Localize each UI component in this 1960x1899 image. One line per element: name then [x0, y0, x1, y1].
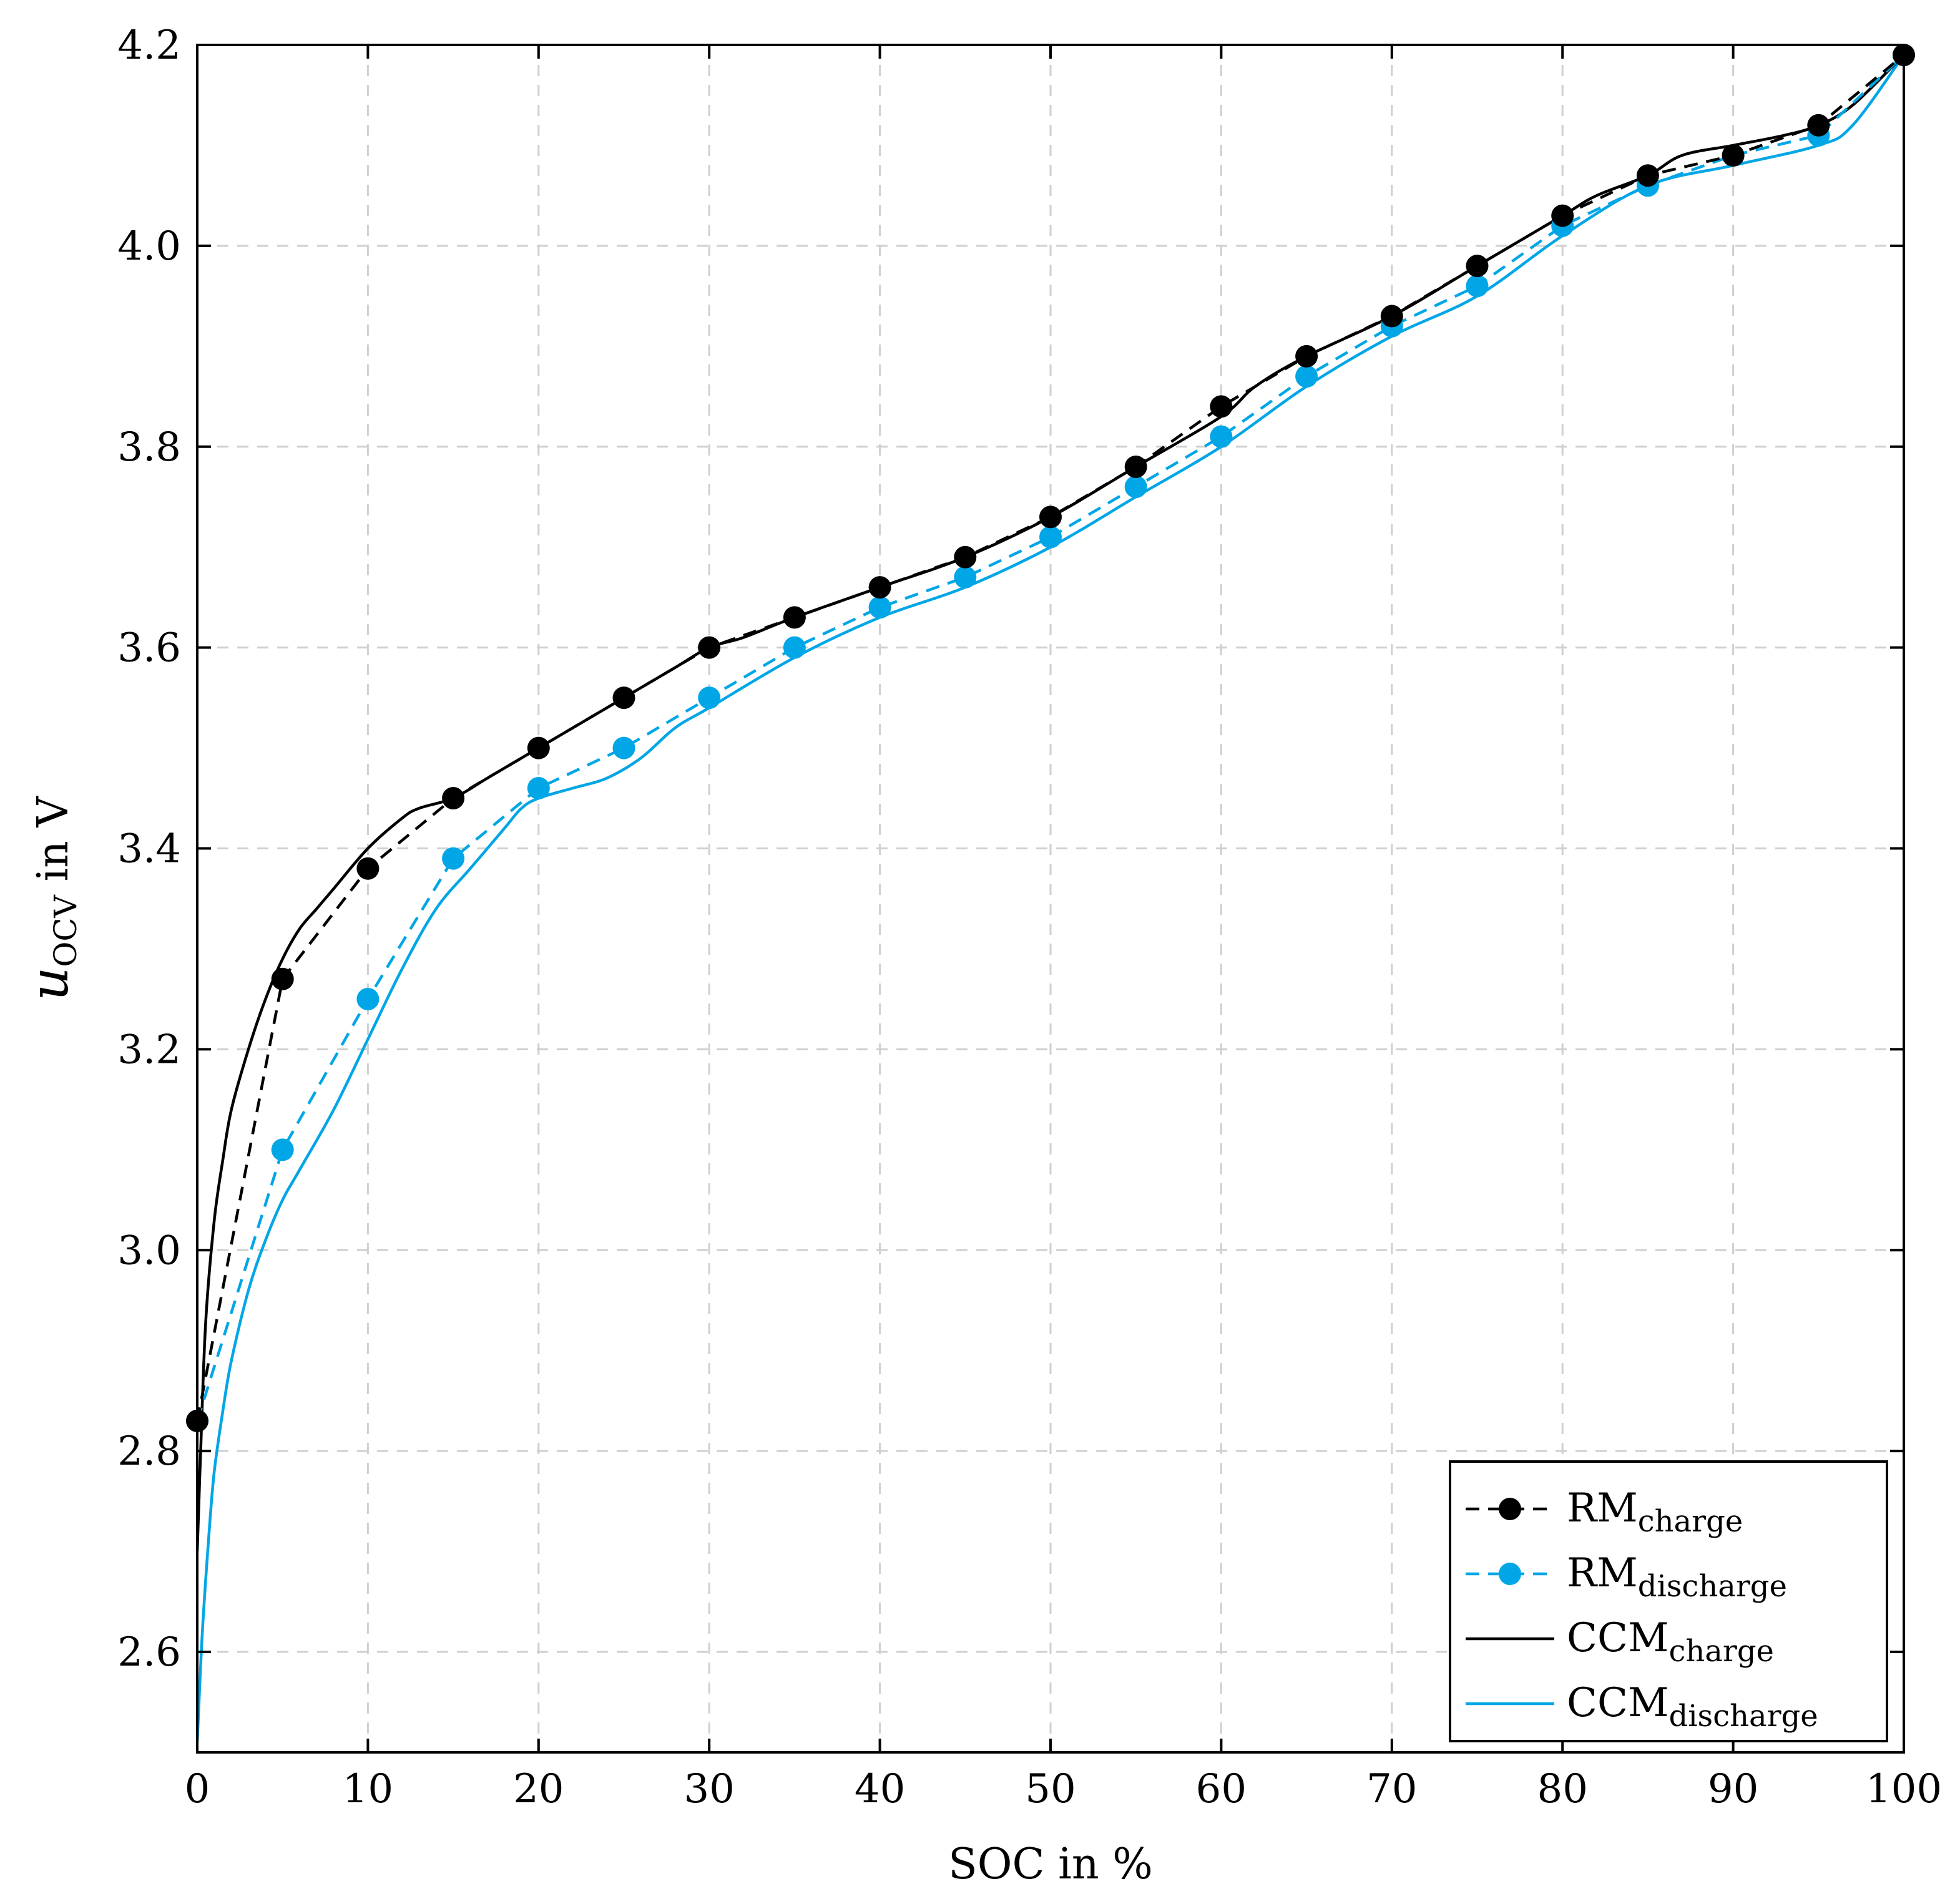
x-tick-label: 60	[1196, 1766, 1247, 1812]
x-tick-label: 0	[185, 1766, 210, 1812]
data-point-rm-charge	[1551, 204, 1574, 227]
y-axis-label-sub: OCV	[47, 894, 84, 967]
y-tick-label: 3.0	[117, 1228, 181, 1274]
x-tick-label: 90	[1708, 1766, 1758, 1812]
x-tick-label: 30	[684, 1766, 734, 1812]
data-point-rm-discharge	[1039, 525, 1062, 549]
legend-label-sub: charge	[1668, 1634, 1774, 1669]
legend-label-main: RM	[1567, 1550, 1638, 1596]
y-tick-label: 3.4	[117, 826, 181, 872]
legend-label: RMdischarge	[1567, 1550, 1787, 1604]
legend-label-main: RM	[1567, 1485, 1638, 1531]
grid	[197, 45, 1904, 1752]
data-point-rm-charge	[1039, 505, 1062, 529]
data-point-rm-discharge	[698, 686, 721, 710]
data-point-rm-charge	[1466, 255, 1489, 278]
x-tick-label: 70	[1366, 1766, 1417, 1812]
data-point-rm-charge	[1210, 395, 1233, 418]
data-point-rm-charge	[783, 606, 806, 629]
data-point-rm-charge	[612, 686, 635, 710]
legend-marker	[1499, 1563, 1521, 1585]
y-axis-label-suffix: in V	[29, 795, 78, 895]
data-point-rm-discharge	[271, 1138, 294, 1161]
legend-label-sub: charge	[1638, 1504, 1743, 1539]
data-point-rm-charge	[1807, 114, 1830, 137]
data-point-rm-charge	[1636, 164, 1659, 187]
legend-label-sub: discharge	[1638, 1569, 1787, 1604]
legend-label: CCMdischarge	[1567, 1680, 1818, 1734]
data-point-rm-discharge	[527, 776, 550, 799]
y-tick-label: 2.8	[117, 1428, 181, 1475]
data-point-rm-discharge	[612, 736, 635, 759]
ticks	[196, 44, 1905, 1752]
x-tick-label: 20	[513, 1766, 564, 1812]
data-point-rm-charge	[442, 787, 465, 810]
y-tick-label: 2.6	[117, 1629, 181, 1676]
data-point-rm-discharge	[1210, 425, 1233, 448]
data-point-rm-charge	[868, 576, 891, 599]
y-tick-label: 4.0	[117, 223, 181, 270]
data-point-rm-discharge	[1295, 365, 1318, 388]
legend-entry-rm-discharge: RMdischarge	[1466, 1550, 1787, 1604]
data-point-rm-discharge	[1124, 476, 1147, 499]
data-point-rm-charge	[356, 857, 380, 880]
data-point-rm-discharge	[442, 847, 465, 870]
legend-label-main: CCM	[1567, 1680, 1668, 1726]
x-tick-label: 100	[1866, 1766, 1942, 1812]
y-tick-label: 3.6	[117, 625, 181, 671]
legend-entry-ccm-discharge: CCMdischarge	[1466, 1680, 1818, 1734]
legend-entry-rm-charge: RMcharge	[1466, 1485, 1743, 1539]
plot-area	[186, 44, 1915, 1743]
data-point-rm-discharge	[356, 987, 380, 1010]
data-point-rm-discharge	[868, 596, 891, 619]
y-tick-label: 3.2	[117, 1027, 181, 1073]
x-tick-label: 50	[1025, 1766, 1076, 1812]
series-line-ccm-discharge	[197, 54, 1904, 1743]
data-point-rm-discharge	[954, 565, 977, 588]
legend-marker	[1499, 1498, 1521, 1520]
x-tick-label: 80	[1537, 1766, 1587, 1812]
y-tick-label: 4.2	[117, 22, 181, 69]
data-point-rm-charge	[527, 736, 550, 759]
legend-label-sub: discharge	[1668, 1699, 1818, 1734]
data-point-rm-charge	[271, 967, 294, 990]
y-tick-label: 3.8	[117, 424, 181, 471]
data-point-rm-charge	[1124, 455, 1147, 478]
y-axis-label-main: u	[19, 967, 80, 1001]
legend-entry-ccm-charge: CCMcharge	[1466, 1615, 1774, 1669]
data-point-rm-charge	[1380, 305, 1403, 328]
tick-labels: 0 10 20 30 40 50 60 70 80 90 100 2.6 2.8 3.0 3.2 3.4 3.6…	[117, 22, 1942, 1812]
legend-label: RMcharge	[1567, 1485, 1743, 1539]
data-point-rm-charge	[1722, 144, 1745, 167]
data-point-rm-discharge	[783, 636, 806, 659]
data-point-rm-charge	[954, 545, 977, 569]
x-tick-label: 10	[343, 1766, 393, 1812]
data-point-rm-discharge	[1466, 275, 1489, 298]
x-axis-label: SOC in %	[948, 1840, 1153, 1889]
x-tick-label: 40	[855, 1766, 905, 1812]
legend-label-main: CCM	[1567, 1615, 1668, 1661]
data-point-rm-charge	[1295, 344, 1318, 368]
data-point-rm-charge	[698, 636, 721, 659]
legend-label: CCMcharge	[1567, 1615, 1774, 1669]
y-axis-label: uOCV in V	[19, 795, 84, 1000]
